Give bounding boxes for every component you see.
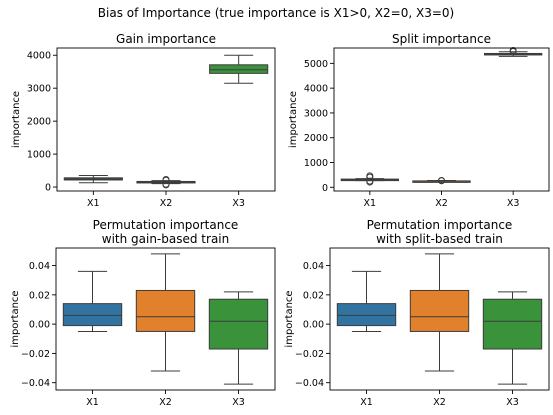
outlier-point (162, 175, 170, 183)
box-x3 (208, 291, 269, 385)
x-tick-label-x2: X2 (160, 198, 173, 209)
outlier-point (509, 46, 517, 54)
axes-frame (333, 47, 550, 192)
y-tick-label: 3000 (304, 108, 328, 119)
box-x2-iqr (409, 289, 470, 332)
box-x2 (409, 253, 470, 372)
y-tick-label: −0.04 (21, 378, 50, 389)
x-tick-label-x3: X3 (506, 397, 519, 408)
box-x1 (340, 172, 399, 186)
box-x3 (482, 291, 543, 385)
y-axis-label: importance (10, 290, 21, 347)
y-tick-label: 0.02 (29, 290, 50, 301)
y-axis-label: importance (284, 290, 295, 347)
y-tick-label: 0.02 (303, 290, 324, 301)
panel-3: −0.04 −0.02 0.00 0.02 0.04 X1 X2 X3 Permutation … (10, 218, 276, 408)
y-axis-label: importance (288, 91, 299, 148)
box-x3 (484, 46, 543, 57)
x-tick-label-x1: X1 (87, 198, 100, 209)
outlier-point (162, 180, 170, 188)
panel-title: Permutation importance (93, 218, 239, 232)
y-tick-label: 0 (322, 183, 328, 194)
y-tick-label: 2000 (27, 117, 51, 128)
panel-title: Split importance (392, 32, 491, 46)
box-x2 (135, 253, 196, 372)
x-tick-label-x3: X3 (232, 397, 245, 408)
panel-title: with gain-based train (102, 232, 229, 246)
box-x3-iqr (208, 298, 269, 350)
y-tick-label: 4000 (27, 51, 51, 62)
box-x2 (136, 175, 196, 189)
box-x2 (412, 176, 471, 185)
panel-1: 0 1000 2000 3000 4000 X1 X2 X3 Gain importance im… (11, 32, 276, 209)
y-tick-label: −0.02 (295, 349, 324, 360)
x-tick-label-x1: X1 (364, 198, 377, 209)
x-tick-label-x2: X2 (433, 397, 446, 408)
outlier-point (366, 177, 374, 185)
y-tick-label: 0.04 (29, 261, 50, 272)
box-x1 (62, 270, 123, 332)
panel-title: Permutation importance (367, 218, 513, 232)
y-tick-label: 1000 (304, 158, 328, 169)
y-tick-label: 1000 (27, 150, 51, 161)
y-tick-label: −0.02 (21, 349, 50, 360)
y-tick-label: 0 (45, 183, 51, 194)
x-tick-label-x1: X1 (360, 397, 373, 408)
y-tick-label: 5000 (304, 59, 328, 70)
y-tick-label: 4000 (304, 84, 328, 95)
y-tick-label: 0.00 (29, 320, 50, 331)
y-tick-label: 3000 (27, 84, 51, 95)
panel-4: −0.04 −0.02 0.00 0.02 0.04 X1 X2 X3 Permutation … (284, 218, 550, 408)
outlier-point (366, 172, 374, 180)
y-axis-label: importance (11, 91, 22, 148)
box-x3-iqr (482, 298, 543, 350)
x-tick-label-x2: X2 (435, 198, 448, 209)
x-tick-label-x1: X1 (86, 397, 99, 408)
y-tick-label: 0.00 (303, 320, 324, 331)
box-x3 (209, 54, 269, 84)
x-tick-label-x3: X3 (507, 198, 520, 209)
box-x1 (336, 270, 397, 332)
figure-title: Bias of Importance (true importance is X… (98, 6, 454, 20)
y-tick-label: 0.04 (303, 261, 324, 272)
y-tick-label: 2000 (304, 133, 328, 144)
panel-2: 0 1000 2000 3000 4000 5000 X1 X2 X3 Split importa… (288, 32, 550, 209)
box-x2-iqr (135, 289, 196, 332)
outlier-point (438, 176, 445, 184)
panel-title: Gain importance (116, 32, 216, 46)
panel-title: with split-based train (376, 232, 503, 246)
box-x1 (63, 175, 123, 184)
x-tick-label-x3: X3 (232, 198, 245, 209)
box-x1-iqr (336, 303, 397, 327)
box-x3-iqr (209, 64, 269, 74)
y-tick-label: −0.04 (295, 378, 324, 389)
x-tick-label-x2: X2 (159, 397, 172, 408)
box-x1-iqr (62, 303, 123, 327)
